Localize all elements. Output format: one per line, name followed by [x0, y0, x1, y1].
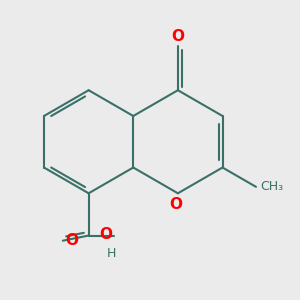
- Text: O: O: [171, 29, 184, 44]
- Text: O: O: [99, 227, 112, 242]
- Text: O: O: [169, 197, 182, 212]
- Text: CH₃: CH₃: [260, 180, 283, 193]
- Text: O: O: [65, 233, 78, 248]
- Text: H: H: [107, 247, 116, 260]
